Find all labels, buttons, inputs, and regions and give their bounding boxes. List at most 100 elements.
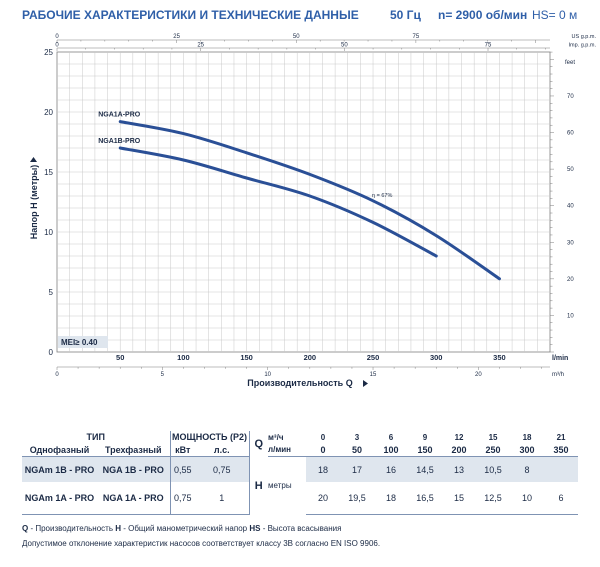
top-axes: 0 25 50 75 0 25 50 75 US g.p.m. Imp. g.p.m. <box>55 34 596 51</box>
speed-label: n= 2900 об/мин <box>438 8 528 22</box>
legend-note: Q - Производительность H - Общий маномет… <box>22 524 341 533</box>
q-lmin-6: 300 <box>510 443 545 457</box>
h-value: 6 <box>544 482 579 515</box>
feet-unit-label: feet <box>565 60 575 66</box>
page-title: РАБОЧИЕ ХАРАКТЕРИСТИКИ И ТЕХНИЧЕСКИЕ ДАН… <box>22 8 359 22</box>
left-axis: 0 5 10 15 20 25 <box>44 48 53 357</box>
x-axis-title: Производительность Q <box>247 378 352 388</box>
q-text: - Производительность <box>28 524 116 533</box>
h-value: 20 <box>306 482 341 515</box>
q-unit-lmin: л/мин <box>268 443 307 457</box>
single-phase-header: Однофазный <box>22 443 97 457</box>
power-hp: 0,75 <box>195 456 250 482</box>
h-value: 16,5 <box>408 482 443 515</box>
mei-badge: MEI≥ 0.40 <box>61 338 98 347</box>
feet-tick-label: 50 <box>567 167 574 173</box>
table-row: NGAm 1A - PRO NGA 1A - PRO 0,75 1 20 19,… <box>22 482 579 515</box>
y-tick-label: 20 <box>44 108 53 117</box>
plot-area <box>56 51 551 353</box>
q-lmin-1: 50 <box>340 443 375 457</box>
y-tick-label: 0 <box>49 348 54 357</box>
power-hp: 1 <box>195 482 250 515</box>
q-lmin-3: 150 <box>408 443 443 457</box>
q-abbr: Q <box>22 524 29 533</box>
feet-tick-label: 40 <box>567 204 574 210</box>
q-m3h-1: 3 <box>354 432 360 442</box>
h-value: 19,5 <box>340 482 375 515</box>
us-gpm-tick-label: 0 <box>55 34 59 40</box>
q-label: Q <box>248 431 269 457</box>
y-tick-label: 25 <box>44 48 53 57</box>
q-m3h-6: 18 <box>522 432 532 442</box>
x-tick-label: 300 <box>430 353 443 362</box>
h-value: 10 <box>510 482 545 515</box>
q-unit-m3h: м³/ч <box>268 432 284 442</box>
x-tick-label: 100 <box>177 353 190 362</box>
power-header: МОЩНОСТЬ (P2) <box>169 431 250 443</box>
m3h-unit-label: m³/h <box>552 372 564 378</box>
h-value <box>544 456 579 482</box>
h-value: 16 <box>374 456 409 482</box>
q-m3h-0: 0 <box>320 432 326 442</box>
feet-tick-label: 10 <box>567 313 574 319</box>
right-axis: 10 20 30 40 50 60 70 feet <box>550 51 575 353</box>
h-value: 14,5 <box>408 456 443 482</box>
specs-table: ТИП МОЩНОСТЬ (P2) Q м³/ч 0 3 6 9 12 15 1… <box>22 431 579 515</box>
us-gpm-tick-label: 50 <box>293 34 300 40</box>
h-text: - Общий манометрический напор <box>121 524 250 533</box>
x-tick-label: 250 <box>367 353 380 362</box>
model-single: NGAm 1A - PRO <box>22 482 97 515</box>
y-tick-label: 10 <box>44 228 53 237</box>
hs-text: - Высота всасывания <box>260 524 342 533</box>
series-lines: NGA1A-PRO NGA1B-PRO <box>98 112 501 281</box>
h-value: 13 <box>442 456 477 482</box>
type-header: ТИП <box>86 432 105 442</box>
x-tick-label: 350 <box>493 353 506 362</box>
y-axis-arrow-icon <box>30 157 37 162</box>
h-value: 12,5 <box>476 482 511 515</box>
h-value: 10,5 <box>476 456 511 482</box>
q-lmin-5: 250 <box>476 443 511 457</box>
three-phase-header: Трехфазный <box>97 443 170 457</box>
us-gpm-tick-label: 75 <box>413 34 420 40</box>
m3h-tick-label: 15 <box>370 372 377 378</box>
q-m3h-4: 12 <box>454 432 464 442</box>
m3h-tick-label: 5 <box>161 372 165 378</box>
q-lmin-0: 0 <box>306 443 341 457</box>
h-value: 18 <box>306 456 341 482</box>
m3h-tick-label: 0 <box>55 372 59 378</box>
frequency-label: 50 Гц <box>390 8 421 22</box>
m3h-tick-label: 20 <box>475 372 482 378</box>
x-tick-label: 50 <box>116 353 124 362</box>
x-axis-arrow-icon <box>363 380 368 387</box>
series-line <box>118 120 501 281</box>
q-m3h-5: 15 <box>488 432 498 442</box>
us-gpm-unit-label: US g.p.m. <box>572 34 597 40</box>
model-three: NGA 1A - PRO <box>97 482 170 515</box>
imp-gpm-unit-label: Imp. g.p.m. <box>568 43 596 49</box>
h-value: 15 <box>442 482 477 515</box>
h-label: H <box>248 456 269 515</box>
q-lmin-7: 350 <box>544 443 579 457</box>
hp-header: л.с. <box>195 443 250 457</box>
h-value: 18 <box>374 482 409 515</box>
efficiency-annotation: η = 67% <box>372 193 392 199</box>
feet-tick-label: 30 <box>567 240 574 246</box>
q-m3h-3: 9 <box>422 432 428 442</box>
series-line <box>118 146 438 258</box>
h-unit: метры <box>268 481 292 491</box>
us-gpm-tick-label: 25 <box>173 34 180 40</box>
q-m3h-2: 6 <box>388 432 394 442</box>
feet-tick-label: 20 <box>567 277 574 283</box>
h-value: 17 <box>340 456 375 482</box>
grid <box>57 52 550 352</box>
imp-gpm-tick-label: 25 <box>197 43 204 49</box>
power-kw: 0,75 <box>169 482 195 515</box>
footnote: Допустимое отклонение характеристик насо… <box>22 539 381 548</box>
h-abbr: H <box>115 524 121 533</box>
bottom-axes: 50 100 150 200 250 300 350 l/min 0 5 10 15 20 m³/h <box>55 353 568 378</box>
imp-gpm-tick-label: 50 <box>341 43 348 49</box>
imp-gpm-tick-label: 75 <box>485 43 492 49</box>
y-tick-label: 15 <box>44 168 53 177</box>
